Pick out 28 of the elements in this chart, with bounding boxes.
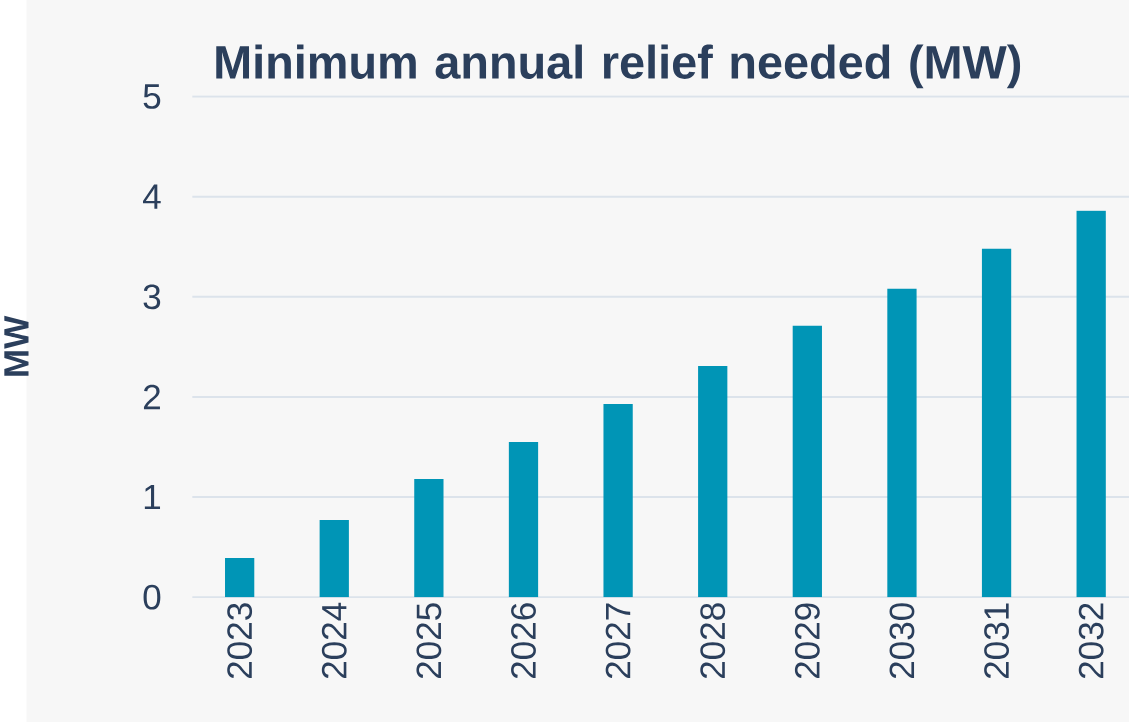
y-tick-label: 5	[143, 84, 161, 109]
y-tick-label: 1	[144, 484, 161, 510]
x-tick-label: 2028	[700, 603, 726, 679]
bar	[887, 288, 917, 598]
x-tick-label: 2031	[984, 603, 1009, 679]
x-tick-label: 2030	[889, 603, 915, 679]
chart-title: Minimum annual relief needed (MW)	[216, 44, 1021, 89]
bar	[1076, 210, 1106, 598]
x-tick-label: 2029	[794, 603, 820, 679]
y-axis-title: MW	[4, 315, 29, 376]
x-tick-label: 2026	[511, 603, 536, 679]
bar	[508, 441, 539, 598]
bar	[792, 325, 822, 598]
y-tick-label: 3	[143, 284, 161, 310]
bar	[319, 520, 349, 598]
x-tick-label: 2027	[605, 603, 631, 679]
y-tick-label: 4	[143, 184, 161, 209]
bar	[414, 479, 444, 598]
y-tick-label: 0	[143, 584, 161, 610]
x-tick-label: 2025	[416, 603, 442, 679]
x-tick-label: 2032	[1078, 603, 1104, 679]
bar	[981, 248, 1012, 598]
x-tick-label: 2024	[321, 602, 347, 679]
y-tick-label: 2	[143, 384, 160, 410]
bar	[225, 558, 255, 598]
x-tick-label: 2023	[227, 603, 253, 679]
bar	[698, 365, 728, 598]
bar	[603, 403, 633, 598]
